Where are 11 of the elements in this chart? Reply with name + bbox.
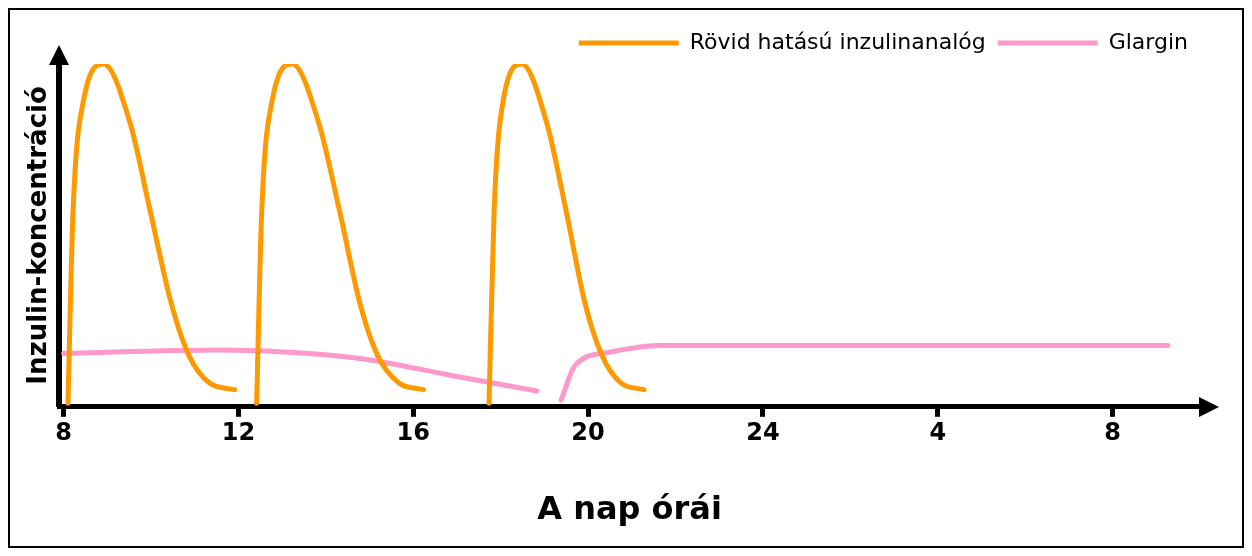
x-tick-label: 24 <box>746 418 780 447</box>
x-tick-label: 4 <box>929 418 947 447</box>
legend-label: Rövid hatású inzulinanalóg <box>689 28 986 54</box>
x-tick-label: 20 <box>571 418 605 447</box>
x-tick-label: 8 <box>1104 418 1121 447</box>
x-tick-label: 12 <box>221 418 256 447</box>
x-tick-label: 16 <box>396 418 430 447</box>
x-tick-label: 8 <box>55 418 72 447</box>
y-axis-title: Inzulin-koncentráció <box>22 86 53 385</box>
x-axis-title: A nap órái <box>537 489 722 528</box>
legend-label: Glargin <box>1108 28 1189 54</box>
